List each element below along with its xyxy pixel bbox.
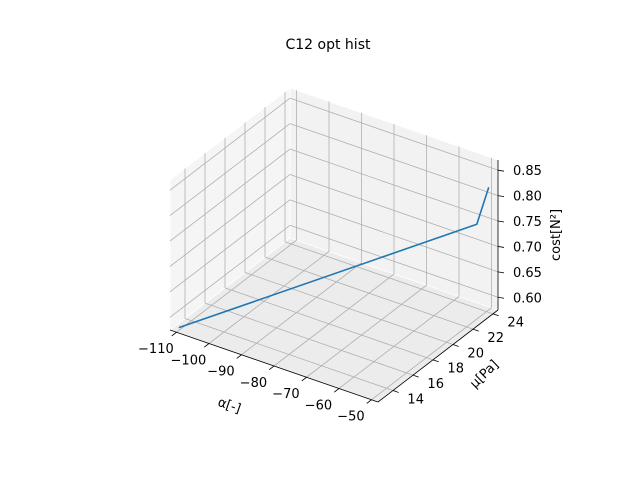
z-grid-left-1	[169, 199, 291, 293]
z-tick-label-4: 0.80	[513, 190, 542, 205]
x-grid-floor-2	[241, 262, 362, 356]
z-tick-label-2: 0.70	[513, 240, 542, 255]
z-tick-label-0: 0.60	[513, 291, 542, 306]
y-tick-3	[452, 344, 459, 347]
z-tick-3	[497, 220, 505, 223]
x-tick-label-2: −90	[207, 365, 234, 380]
x-tick-2	[236, 354, 242, 359]
z-grid-left-4	[169, 123, 291, 216]
z-grid-left-3	[169, 148, 291, 242]
x-axis-label: α[-]	[216, 395, 243, 417]
x-grid-floor-6	[371, 307, 492, 401]
y-tick-label-2: 18	[447, 362, 464, 377]
z-tick-label-1: 0.65	[513, 266, 542, 281]
z-tick-2	[497, 246, 505, 248]
y-tick-5	[492, 313, 499, 317]
x-grid-floor-5	[338, 296, 460, 389]
y-tick-1	[412, 374, 419, 378]
x-tick-label-5: −60	[305, 398, 332, 413]
z-axis-label: cost[N²]	[549, 209, 564, 261]
y-tick-label-5: 24	[507, 316, 524, 331]
z-grid-back-1	[289, 199, 499, 273]
x-tick-label-6: −50	[337, 410, 364, 425]
x-tick-4	[301, 376, 307, 382]
x-grid-floor-3	[273, 273, 395, 367]
chart-title: C12 opt hist	[286, 37, 371, 53]
y-grid-floor-3	[244, 272, 454, 345]
y-tick-label-0: 14	[407, 392, 424, 407]
y-tick-0	[392, 390, 399, 393]
x-tick-label-3: −80	[240, 376, 267, 391]
y-axis-label: μ[Pa]	[467, 357, 502, 391]
x-tick-6	[366, 399, 372, 404]
x-tick-0	[171, 331, 177, 337]
x-tick-label-0: −110	[138, 342, 174, 357]
x-tick-1	[203, 343, 210, 348]
data-series	[178, 187, 490, 329]
x-tick-label-1: −100	[171, 353, 207, 368]
z-grid-left-5	[169, 97, 291, 191]
x-tick-5	[333, 388, 340, 393]
x-grid-floor-1	[208, 251, 330, 344]
y-grid-floor-5	[284, 241, 494, 315]
z-tick-1	[497, 271, 505, 274]
z-tick-0	[497, 296, 505, 299]
z-tick-5	[497, 169, 505, 172]
y-axis-line	[377, 309, 499, 403]
gridlines	[169, 90, 499, 401]
y-grid-floor-1	[204, 302, 414, 376]
x-tick-label-4: −70	[272, 387, 299, 402]
z-grid-back-4	[289, 123, 499, 196]
y-grid-floor-0	[184, 318, 394, 391]
z-grid-back-3	[289, 148, 499, 222]
x-grid-floor-4	[306, 284, 427, 378]
z-grid-back-2	[289, 174, 499, 247]
x-grid-floor-0	[176, 239, 297, 333]
x-tick-3	[268, 365, 275, 370]
z-grid-back-0	[289, 224, 499, 298]
series-line-0	[178, 187, 490, 329]
y-tick-2	[432, 359, 439, 363]
z-tick-label-5: 0.85	[513, 164, 542, 179]
y-tick-label-3: 20	[467, 346, 484, 361]
z-grid-left-2	[169, 174, 291, 267]
y-tick-label-1: 16	[427, 377, 444, 392]
y-tick-label-4: 22	[487, 331, 504, 346]
z-grid-back-5	[289, 97, 499, 171]
z-grid-left-0	[169, 224, 291, 318]
z-tick-4	[497, 195, 505, 197]
z-tick-label-3: 0.75	[513, 215, 542, 230]
y-tick-4	[472, 328, 479, 332]
y-grid-floor-4	[264, 256, 474, 330]
